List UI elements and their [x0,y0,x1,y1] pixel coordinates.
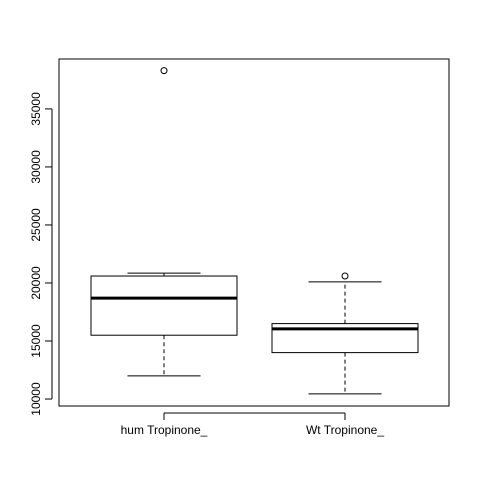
y-tick-label: 35000 [29,92,43,126]
outlier-point [160,67,168,75]
y-tick-label: 20000 [29,266,43,300]
y-tick-label: 25000 [29,208,43,242]
x-tick-label: Wt Tropinone_ [306,423,384,437]
x-axis: hum Tropinone_ Wt Tropinone_ [121,412,384,437]
plot-frame [58,58,450,407]
y-tick-label: 10000 [29,382,43,416]
box-iqr [90,275,238,336]
boxes-group [90,67,419,395]
y-tick-label: 30000 [29,150,43,184]
x-tick-label: hum Tropinone_ [121,423,208,437]
outlier-point [341,272,349,280]
y-tick-label: 15000 [29,324,43,358]
y-axis: 10000 15000 20000 25000 30000 35000 [29,92,53,416]
